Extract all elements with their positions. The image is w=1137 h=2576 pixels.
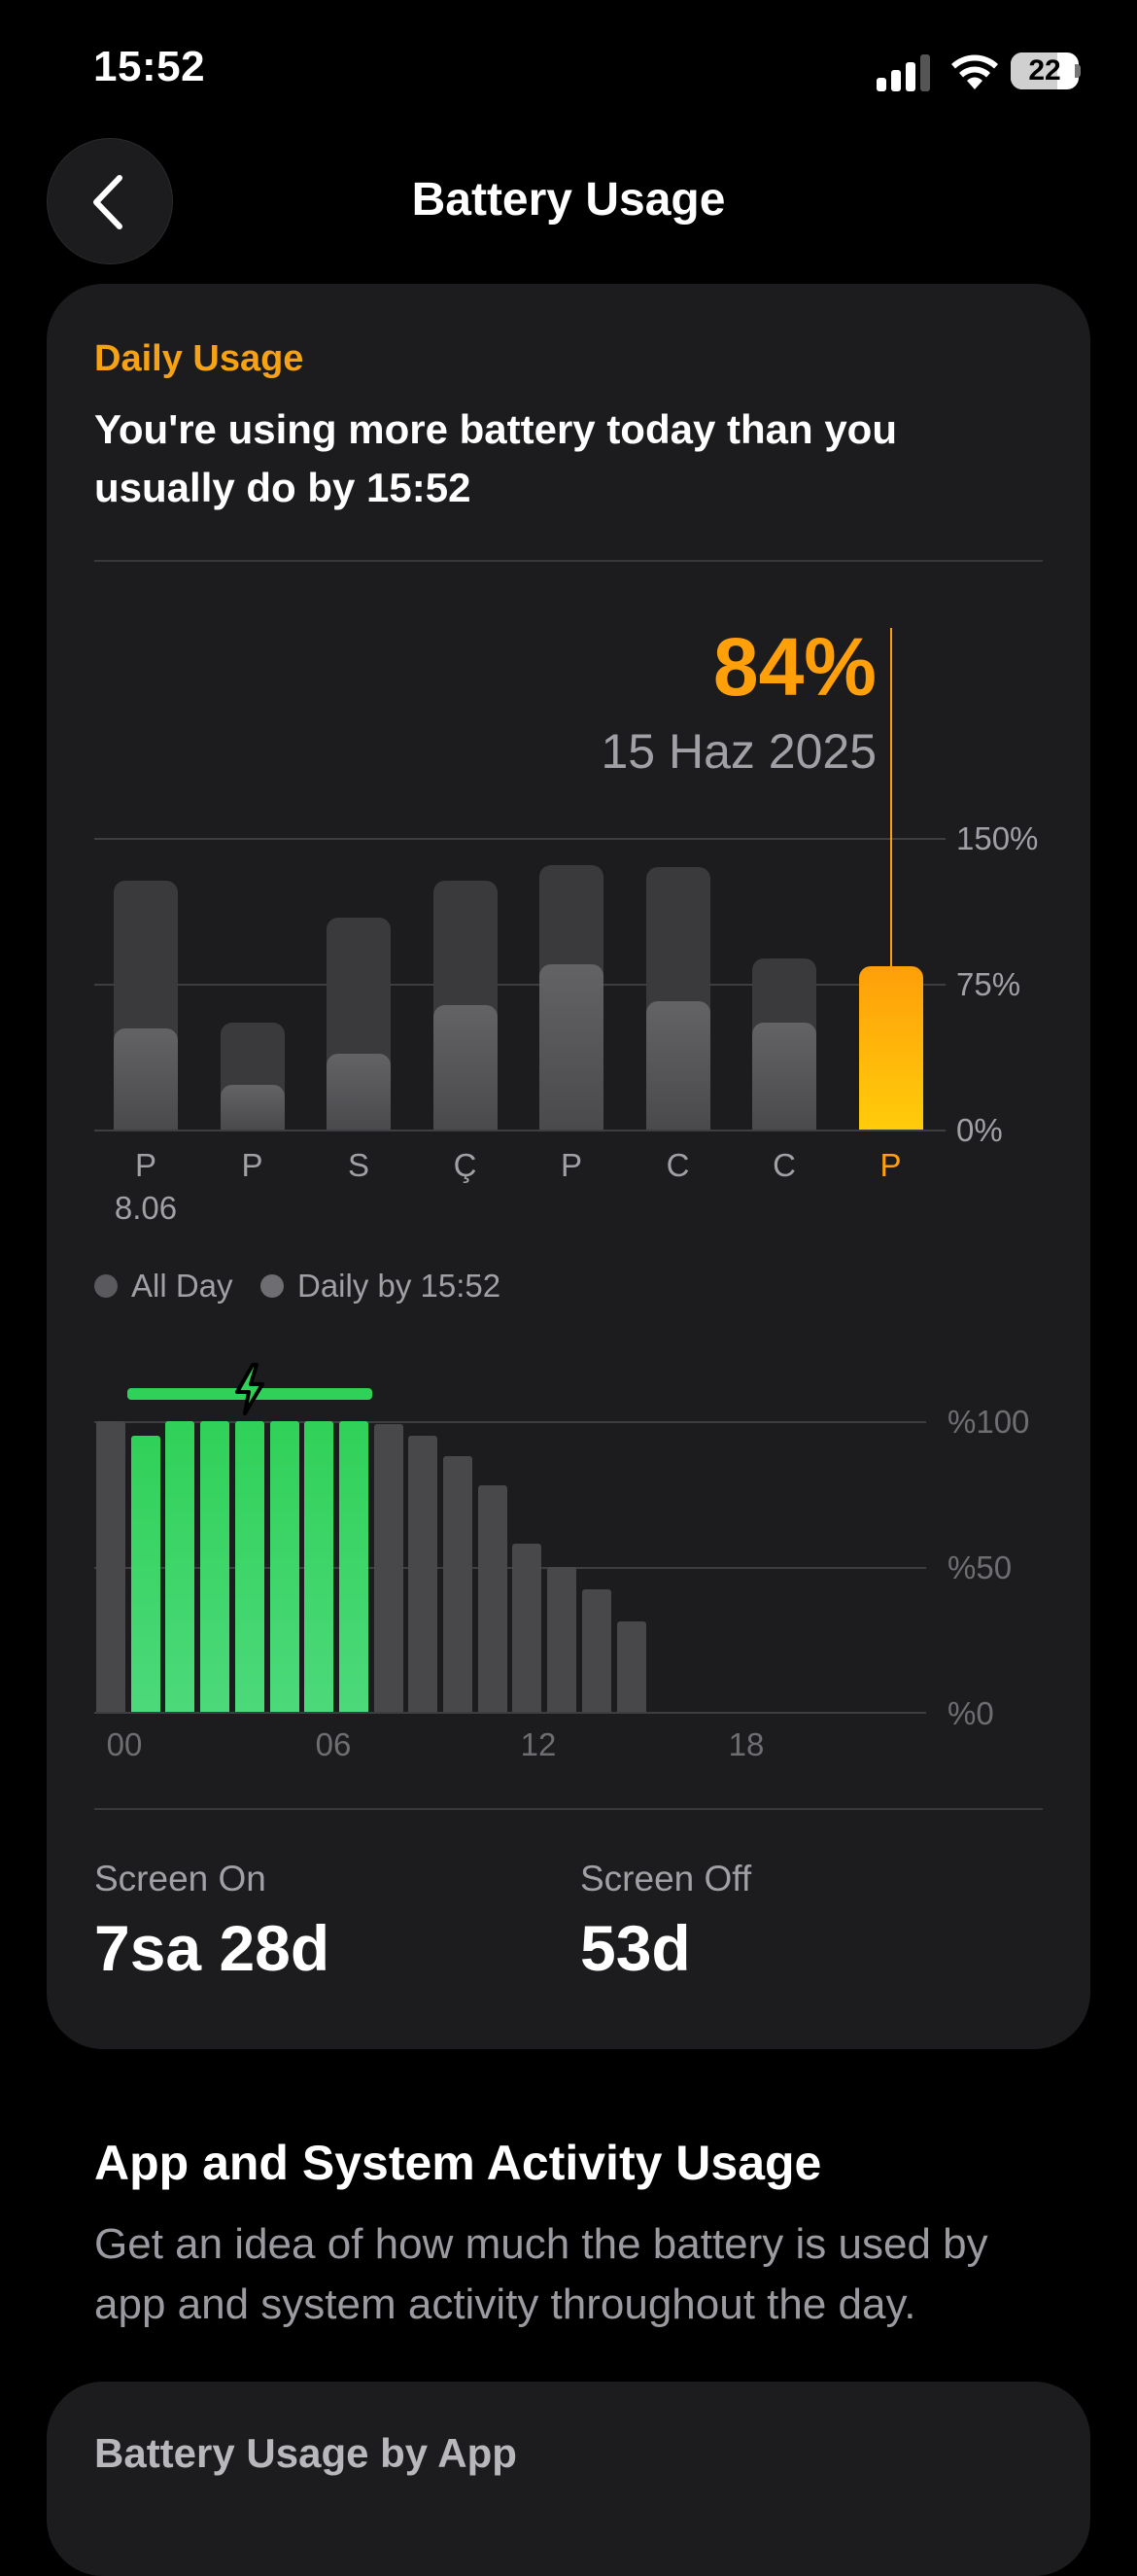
screen-on-value: 7sa 28d — [94, 1912, 330, 1984]
weekly-ytick: 75% — [956, 966, 1021, 1002]
hourly-ytick: %50 — [948, 1549, 1013, 1585]
battery-level: 22 — [1028, 54, 1061, 87]
legend-all-day: All Day — [94, 1268, 233, 1305]
weekly-xtick: C — [666, 1147, 690, 1183]
hourly-bar-charging[interactable] — [338, 1421, 368, 1712]
hourly-bar[interactable] — [96, 1421, 125, 1712]
hourly-bar[interactable] — [581, 1589, 611, 1712]
hourly-bar-charging[interactable] — [165, 1421, 195, 1712]
hourly-bar-charging[interactable] — [234, 1421, 264, 1712]
weekly-xtick: P — [241, 1147, 263, 1183]
hourly-bar[interactable] — [408, 1435, 438, 1712]
weekly-ytick: 0% — [956, 1112, 1003, 1148]
weekly-xtick: C — [773, 1147, 796, 1183]
screen-off-label: Screen Off — [580, 1859, 752, 1898]
activity-title: App and System Activity Usage — [94, 2136, 822, 2190]
hourly-ytick: %100 — [948, 1404, 1030, 1440]
hourly-bar-charging[interactable] — [200, 1421, 230, 1712]
back-button[interactable] — [47, 138, 173, 264]
weekly-ytick: 150% — [956, 820, 1039, 856]
bar-selected[interactable] — [858, 966, 923, 1130]
hourly-bar[interactable] — [477, 1484, 507, 1712]
bar-by-time[interactable] — [327, 1054, 391, 1130]
hourly-xtick: 00 — [106, 1726, 143, 1762]
bar-by-time[interactable] — [432, 1005, 498, 1130]
divider — [94, 560, 1043, 562]
hourly-bar[interactable] — [512, 1543, 542, 1712]
hourly-xtick: 18 — [728, 1726, 765, 1762]
page-title: Battery Usage — [411, 174, 726, 226]
legend-label: Daily by 15:52 — [297, 1268, 501, 1304]
gridline-75 — [94, 984, 946, 986]
selection-marker-line — [889, 628, 892, 966]
daily-usage-card — [47, 284, 1090, 2049]
activity-description: Get an idea of how much the battery is u… — [94, 2220, 988, 2328]
selected-date: 15 Haz 2025 — [601, 724, 877, 779]
hourly-ytick: %0 — [948, 1695, 994, 1731]
gridline-0 — [94, 1130, 946, 1131]
weekly-xtick-date: 8.06 — [114, 1190, 178, 1226]
hourly-bar-charging[interactable] — [269, 1421, 299, 1712]
lightning-bolt-icon — [235, 1363, 264, 1415]
hourly-bar[interactable] — [616, 1621, 646, 1712]
bar-by-time[interactable] — [220, 1085, 285, 1130]
wifi-icon — [951, 54, 998, 89]
battery-icon: 22 — [1011, 52, 1081, 91]
legend-swatch — [260, 1274, 284, 1298]
bar-by-time[interactable] — [752, 1023, 816, 1130]
weekly-xtick: S — [347, 1147, 369, 1183]
bar-by-time[interactable] — [645, 1001, 710, 1130]
weekly-xtick: P — [879, 1147, 902, 1183]
legend-label: All Day — [131, 1268, 233, 1304]
battery-usage-by-app-card[interactable] — [47, 2382, 1090, 2576]
gridline-50 — [94, 1567, 926, 1569]
hourly-bar[interactable] — [373, 1423, 403, 1712]
weekly-xtick: Ç — [453, 1147, 477, 1183]
legend-swatch — [94, 1274, 118, 1298]
cellular-signal-icon — [877, 52, 931, 91]
gridline-150 — [94, 838, 946, 840]
hourly-xtick: 12 — [520, 1726, 557, 1762]
battery-usage-by-app-title: Battery Usage by App — [94, 2430, 517, 2476]
status-time: 15:52 — [93, 43, 206, 90]
hourly-bar[interactable] — [547, 1566, 577, 1712]
screen-on-label: Screen On — [94, 1859, 266, 1898]
chevron-left-icon — [93, 175, 122, 229]
usage-headline: You're using more battery today than you… — [94, 406, 897, 510]
hourly-bar-charging[interactable] — [130, 1435, 160, 1712]
selected-value: 84% — [712, 621, 877, 713]
gridline-0 — [94, 1712, 926, 1714]
divider — [94, 1808, 1043, 1810]
hourly-bar[interactable] — [443, 1455, 472, 1712]
weekly-xtick: P — [560, 1147, 582, 1183]
gridline-100 — [94, 1421, 926, 1423]
hourly-bar-charging[interactable] — [304, 1421, 334, 1712]
legend-by-time: Daily by 15:52 — [260, 1268, 500, 1305]
bar-by-time[interactable] — [539, 964, 603, 1130]
bar-by-time[interactable] — [114, 1028, 178, 1130]
screen-off-value: 53d — [580, 1912, 691, 1984]
weekly-xtick: P — [134, 1147, 156, 1183]
section-label: Daily Usage — [94, 338, 304, 379]
hourly-xtick: 06 — [315, 1726, 352, 1762]
